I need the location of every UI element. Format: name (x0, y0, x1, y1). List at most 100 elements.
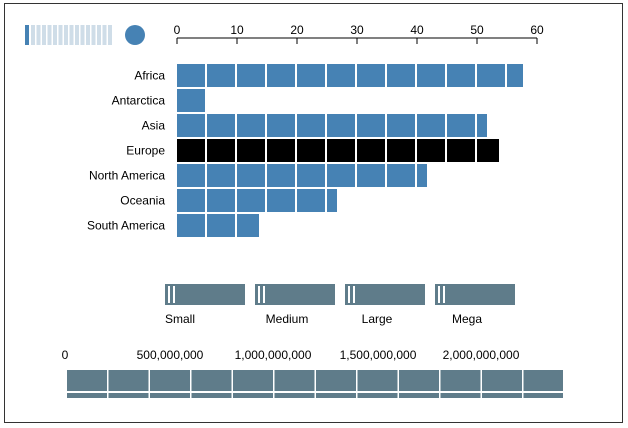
population-range-segment[interactable] (191, 370, 232, 391)
bar-segment[interactable] (267, 139, 295, 162)
population-range-segment[interactable] (399, 370, 439, 391)
slider-segment[interactable] (97, 25, 101, 45)
population-range-segment[interactable] (440, 393, 481, 398)
bar-segment[interactable] (417, 139, 445, 162)
population-range-segment[interactable] (357, 393, 398, 398)
bar-segment[interactable] (327, 189, 337, 212)
filter-button-bar[interactable] (165, 284, 245, 305)
population-range-segment[interactable] (316, 370, 356, 391)
slider-segment[interactable] (80, 25, 85, 45)
bar-segment[interactable] (387, 64, 415, 87)
bar[interactable] (177, 189, 337, 212)
size-filter-button-large[interactable]: Large (345, 284, 425, 326)
population-range-segment[interactable] (108, 370, 149, 391)
population-range-segment[interactable] (191, 393, 232, 398)
bar-segment[interactable] (237, 114, 265, 137)
bar-segment[interactable] (297, 139, 325, 162)
population-range-segment[interactable] (108, 393, 149, 398)
bar-segment[interactable] (177, 189, 205, 212)
slider-segment[interactable] (75, 25, 79, 45)
bar-segment[interactable] (447, 64, 475, 87)
bar-segment[interactable] (447, 139, 475, 162)
filter-button-bar[interactable] (255, 284, 335, 305)
slider-segment[interactable] (53, 25, 57, 45)
bar-segment[interactable] (477, 139, 499, 162)
bar-segment[interactable] (477, 114, 487, 137)
size-filter-button-small[interactable]: Small (165, 284, 245, 326)
population-range-slider[interactable] (67, 370, 563, 398)
bar-segment[interactable] (327, 64, 355, 87)
slider-segment[interactable] (36, 25, 41, 45)
population-range-segment[interactable] (274, 393, 315, 398)
bar-segment[interactable] (207, 64, 235, 87)
bar-segment[interactable] (237, 139, 265, 162)
population-range-segment[interactable] (523, 370, 564, 391)
population-range-segment[interactable] (150, 393, 190, 398)
population-range-segment[interactable] (233, 393, 273, 398)
bar-segment[interactable] (327, 114, 355, 137)
population-range-segment[interactable] (440, 370, 481, 391)
bar-segment[interactable] (177, 139, 205, 162)
slider-segment[interactable] (108, 25, 112, 45)
size-filter-button-medium[interactable]: Medium (255, 284, 335, 326)
population-range-segment[interactable] (399, 393, 439, 398)
bar-segment[interactable] (387, 114, 415, 137)
bar[interactable] (177, 139, 499, 162)
population-range-segment[interactable] (67, 393, 107, 398)
bar-segment[interactable] (237, 164, 265, 187)
bar[interactable] (177, 214, 259, 237)
slider-segment[interactable] (42, 25, 46, 45)
filter-button-bar[interactable] (345, 284, 425, 305)
population-range-segment[interactable] (274, 370, 315, 391)
bar-segment[interactable] (297, 189, 325, 212)
bar-segment[interactable] (417, 64, 445, 87)
bar-segment[interactable] (357, 139, 385, 162)
bar-segment[interactable] (507, 64, 523, 87)
bar-segment[interactable] (207, 164, 235, 187)
bar[interactable] (177, 114, 487, 137)
filter-button-bar[interactable] (435, 284, 515, 305)
bar-segment[interactable] (177, 164, 205, 187)
bar-segment[interactable] (237, 189, 265, 212)
slider-segment[interactable] (86, 25, 90, 45)
slider-handle[interactable] (125, 25, 145, 45)
bar[interactable] (177, 64, 523, 87)
bar[interactable] (177, 89, 205, 112)
slider-start-segment[interactable] (25, 25, 29, 45)
bar-segment[interactable] (417, 164, 427, 187)
slider-segment[interactable] (47, 25, 52, 45)
bar-segment[interactable] (267, 64, 295, 87)
slider-segment[interactable] (64, 25, 68, 45)
bar-segment[interactable] (177, 64, 205, 87)
bar-segment[interactable] (327, 139, 355, 162)
bar-segment[interactable] (237, 214, 259, 237)
bar-segment[interactable] (387, 164, 415, 187)
bar-segment[interactable] (207, 114, 235, 137)
bar-segment[interactable] (297, 114, 325, 137)
population-range-segment[interactable] (482, 393, 522, 398)
bar-segment[interactable] (447, 114, 475, 137)
bar-segment[interactable] (177, 214, 205, 237)
population-range-segment[interactable] (150, 370, 190, 391)
population-range-segment[interactable] (67, 370, 107, 391)
bar-segment[interactable] (177, 89, 205, 112)
bar-segment[interactable] (357, 64, 385, 87)
population-range-segment[interactable] (482, 370, 522, 391)
population-range-segment[interactable] (316, 393, 356, 398)
slider-segment[interactable] (102, 25, 107, 45)
population-range-segment[interactable] (233, 370, 273, 391)
size-filter-button-mega[interactable]: Mega (435, 284, 515, 326)
bar-segment[interactable] (327, 164, 355, 187)
bar-segment[interactable] (207, 214, 235, 237)
bar-segment[interactable] (267, 189, 295, 212)
bar-segment[interactable] (357, 114, 385, 137)
bar-segment[interactable] (207, 189, 235, 212)
bar-segment[interactable] (177, 114, 205, 137)
slider-segment[interactable] (58, 25, 63, 45)
bar-segment[interactable] (297, 64, 325, 87)
bar-segment[interactable] (477, 64, 505, 87)
bar-segment[interactable] (267, 114, 295, 137)
population-range-segment[interactable] (523, 393, 564, 398)
bar-segment[interactable] (297, 164, 325, 187)
bar-segment[interactable] (267, 164, 295, 187)
